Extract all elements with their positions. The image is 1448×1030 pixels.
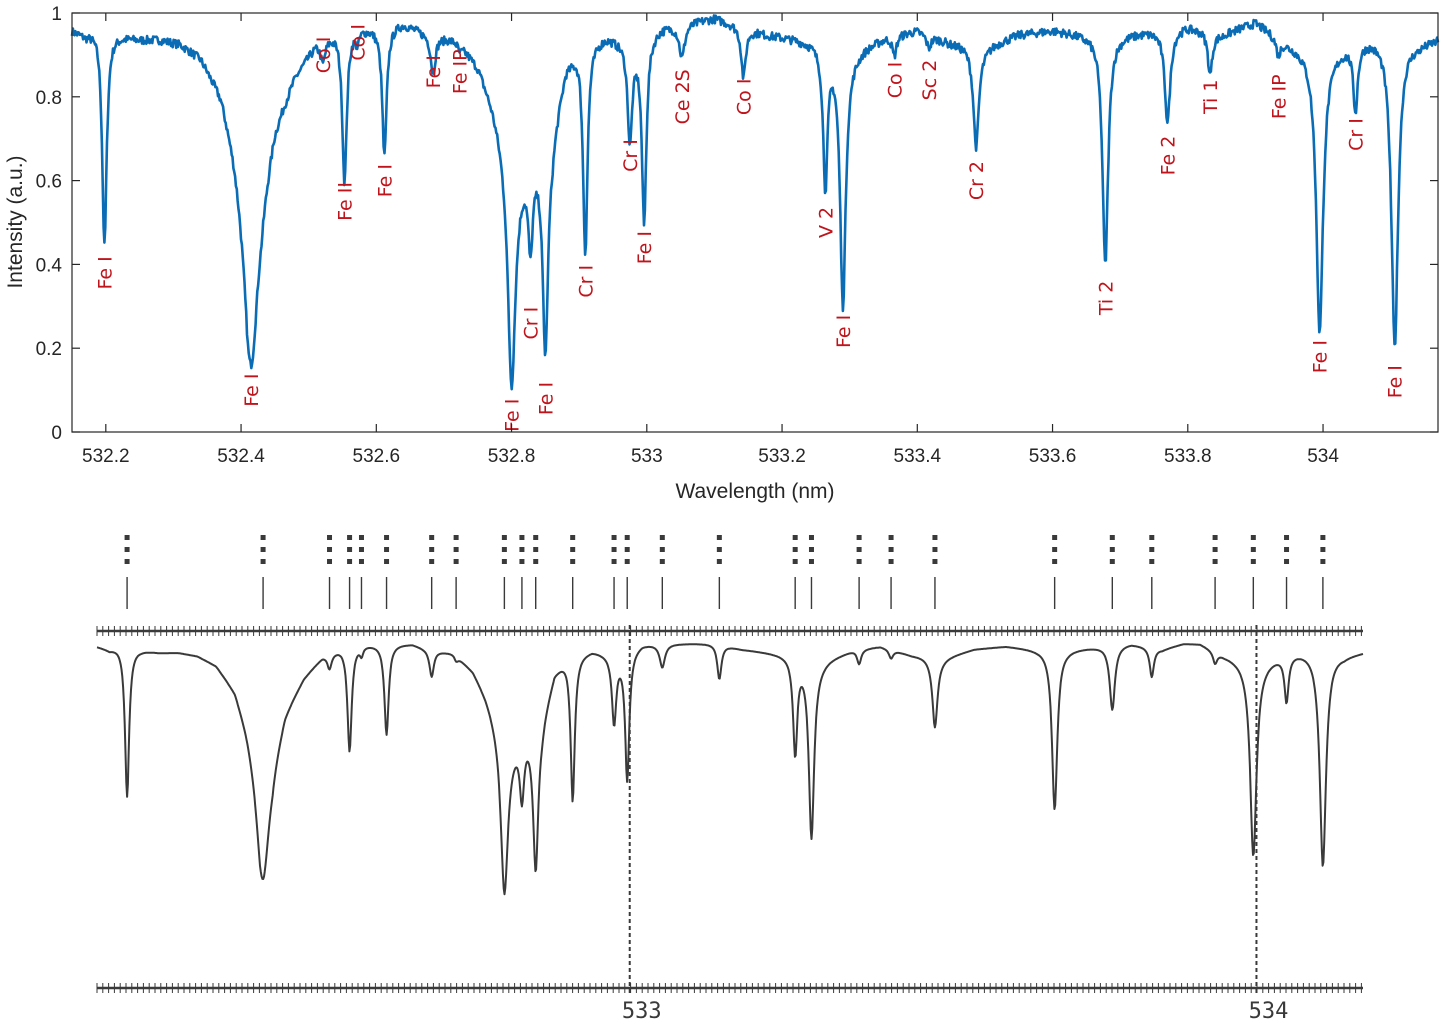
- atlas-tick-label: 533: [622, 999, 662, 1024]
- atlas-scale-bars: [96, 625, 1363, 993]
- line-label-13: Fe I: [634, 231, 656, 264]
- atlas-ident-mark: [792, 535, 798, 609]
- line-label-10: Fe I: [535, 382, 557, 415]
- x-tick-label: 532.8: [488, 446, 536, 467]
- line-label-17: Fe I: [833, 315, 855, 348]
- atlas-ident-mark: [124, 535, 130, 609]
- line-label-1: Fe I: [241, 373, 263, 406]
- atlas-ident-mark: [358, 535, 364, 609]
- atlas-ident-mark: [501, 535, 507, 609]
- atlas-ident-mark: [1149, 535, 1155, 609]
- line-label-5: Fe I: [374, 164, 396, 197]
- atlas-tick-labels: 533 534: [622, 999, 1288, 1024]
- x-tick-label: 533: [631, 446, 663, 467]
- line-label-22: Fe 2: [1157, 136, 1179, 176]
- spectrum-series-line: [70, 14, 1440, 391]
- atlas-ident-mark: [716, 535, 722, 609]
- line-label-8: Fe I: [502, 399, 524, 432]
- y-axis-ticks: 0 0.2 0.4 0.6 0.8 1: [36, 4, 1438, 444]
- y-tick-label: 0.2: [36, 339, 62, 360]
- line-label-4: Co I: [347, 24, 369, 61]
- atlas-ident-mark: [347, 535, 353, 609]
- x-tick-label: 534: [1307, 446, 1339, 467]
- line-label-26: Cr I: [1346, 118, 1368, 151]
- line-label-3: Fe II: [335, 182, 357, 221]
- atlas-ident-mark: [888, 535, 894, 609]
- line-label-12: Cr I: [620, 139, 642, 172]
- x-tick-label: 533.6: [1029, 446, 1077, 467]
- line-label-7: Fe IP: [449, 49, 471, 94]
- y-tick-label: 0.4: [36, 255, 63, 276]
- line-label-24: Fe IP: [1268, 74, 1290, 119]
- x-axis-label: Wavelength (nm): [675, 480, 834, 503]
- y-axis-label: Intensity (a.u.): [4, 155, 27, 288]
- atlas-ident-mark: [519, 535, 525, 609]
- line-label-6: Fe I: [423, 55, 445, 88]
- atlas-ident-mark: [611, 535, 617, 609]
- x-tick-label: 533.2: [758, 446, 806, 467]
- atlas-ident-mark: [932, 535, 938, 609]
- atlas-ident-mark: [260, 535, 266, 609]
- x-axis-ticks: 532.2 532.4 532.6 532.8 533 533.2 533.4 533.6 53…: [82, 13, 1339, 467]
- atlas-ident-mark: [327, 535, 333, 609]
- atlas-ident-mark: [1250, 535, 1256, 609]
- atlas-ident-mark: [453, 535, 459, 609]
- line-label-16: V 2: [815, 207, 837, 238]
- atlas-trace-layer: [96, 643, 1364, 896]
- line-label-27: Fe I: [1385, 365, 1407, 398]
- atlas-ident-mark: [1212, 535, 1218, 609]
- atlas-ident-mark: [624, 535, 630, 609]
- line-label-21: Ti 2: [1095, 281, 1117, 316]
- atlas-tick-label: 534: [1249, 999, 1289, 1024]
- x-tick-label: 533.8: [1164, 446, 1212, 467]
- atlas-bottom-scale-bar: [96, 983, 1363, 993]
- line-label-2: Co I: [313, 37, 335, 74]
- line-label-14: Ce 2S: [672, 69, 694, 124]
- atlas-ident-mark: [533, 535, 539, 609]
- atlas-ident-mark: [659, 535, 665, 609]
- plot-frame: [71, 12, 1439, 433]
- atlas-top-scale-bar: [96, 626, 1363, 636]
- line-label-25: Fe I: [1310, 340, 1332, 373]
- line-label-0: Fe I: [94, 256, 116, 289]
- x-tick-label: 533.4: [894, 446, 942, 467]
- line-label-11: Cr I: [575, 265, 597, 298]
- line-label-18: Co I: [884, 62, 906, 99]
- atlas-trace-line: [96, 643, 1364, 896]
- atlas-ident-mark: [1109, 535, 1115, 609]
- atlas-ident-mark: [570, 535, 576, 609]
- line-label-9: Cr I: [520, 307, 542, 340]
- reference-atlas-chart: 533 534: [96, 535, 1364, 1024]
- atlas-identification-marks: [124, 535, 1326, 609]
- y-tick-label: 0: [51, 423, 62, 444]
- x-tick-label: 532.2: [82, 446, 130, 467]
- x-tick-label: 532.4: [217, 446, 265, 467]
- atlas-ident-mark: [1284, 535, 1290, 609]
- atlas-ident-mark: [808, 535, 814, 609]
- atlas-ident-mark: [429, 535, 435, 609]
- y-tick-label: 0.8: [36, 88, 62, 109]
- line-label-15: Co I: [734, 79, 756, 116]
- atlas-ident-mark: [856, 535, 862, 609]
- spectrum-line-layer: [70, 14, 1440, 391]
- atlas-ident-mark: [384, 535, 390, 609]
- atlas-ident-mark: [1320, 535, 1326, 609]
- y-tick-label: 0.6: [36, 172, 62, 193]
- line-label-19: Sc 2: [919, 60, 941, 101]
- x-tick-label: 532.6: [353, 446, 401, 467]
- atlas-ident-mark: [1052, 535, 1058, 609]
- line-label-20: Cr 2: [966, 161, 988, 200]
- line-label-23: Ti 1: [1200, 80, 1222, 115]
- y-tick-label: 1: [51, 4, 62, 25]
